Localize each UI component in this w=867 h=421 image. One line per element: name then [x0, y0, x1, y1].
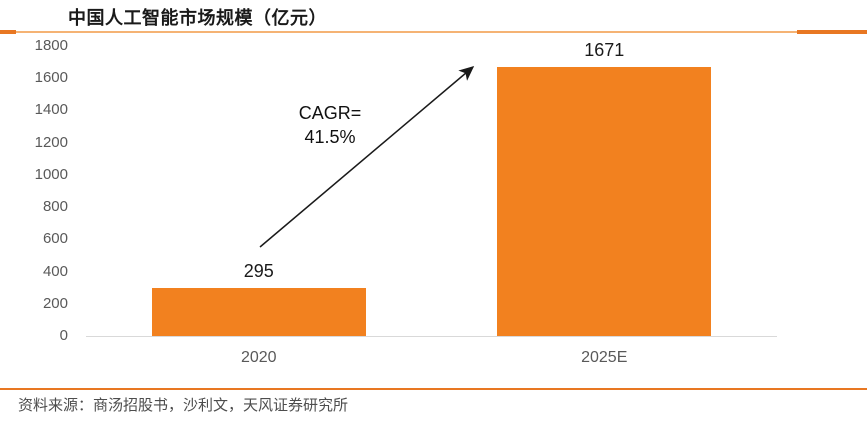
plot-area: 295 2020 1671 2025E	[86, 40, 778, 366]
y-tick-label: 600	[42, 230, 68, 248]
cagr-annotation-line2: 41.5%	[304, 127, 356, 147]
y-tick-label: 1800	[34, 37, 68, 54]
bar-value-label: 295	[243, 261, 274, 282]
bar-2025E	[497, 66, 712, 336]
y-axis: 0 200 400 600 800 1000 1200 1400 1600 1800	[0, 37, 68, 344]
title-rule-accent-right	[797, 30, 867, 34]
category-band: 295 2020	[86, 46, 432, 366]
y-tick-label: 200	[42, 294, 68, 312]
cagr-annotation: CAGR= 41.5%	[283, 101, 377, 149]
y-tick-label: 0	[59, 327, 68, 344]
title-rule-accent-left	[0, 30, 16, 34]
y-tick-label: 1400	[34, 101, 68, 119]
source-note: 资料来源：商汤招股书，沙利文，天风证券研究所	[18, 397, 349, 414]
y-tick-label: 800	[42, 198, 68, 216]
category-band: 1671 2025E	[432, 40, 778, 366]
y-tick-label: 400	[42, 262, 68, 280]
y-tick-label: 1200	[34, 133, 68, 151]
cagr-annotation-line1: CAGR=	[298, 103, 362, 123]
y-tick-label: 1000	[34, 165, 68, 183]
y-tick-label: 1600	[34, 69, 68, 87]
x-axis-label: 2025E	[581, 349, 628, 366]
footer-rule	[0, 388, 867, 390]
chart-title: 中国人工智能市场规模（亿元）	[68, 8, 327, 28]
title-rule	[0, 31, 867, 33]
bar-value-label: 1671	[584, 39, 625, 60]
bar-2020	[151, 288, 366, 336]
x-axis-label: 2020	[240, 349, 277, 366]
